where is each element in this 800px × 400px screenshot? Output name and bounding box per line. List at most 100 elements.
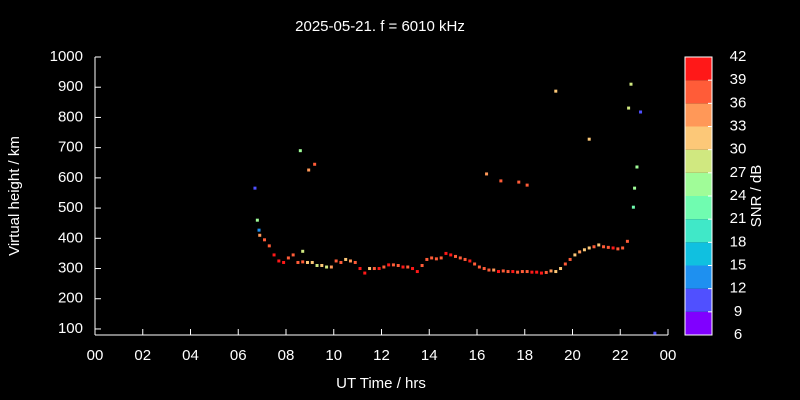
- y-tick-label: 800: [58, 108, 83, 125]
- point: [458, 256, 462, 260]
- y-tick-label: 100: [58, 320, 83, 337]
- point: [307, 168, 311, 172]
- y-tick-label: 900: [58, 78, 83, 95]
- y-tick-label: 1000: [50, 48, 83, 65]
- colorbar-tick-label: 21: [730, 210, 747, 227]
- colorbar-tick-label: 9: [734, 303, 742, 320]
- point: [563, 262, 567, 266]
- point: [329, 265, 333, 269]
- point: [255, 218, 259, 222]
- point: [313, 162, 317, 166]
- point: [611, 246, 615, 250]
- y-tick-label: 300: [58, 259, 83, 276]
- point: [535, 270, 539, 274]
- x-tick-label: 10: [325, 347, 342, 364]
- point: [301, 260, 305, 264]
- point: [334, 259, 338, 263]
- colorbar-tick-label: 24: [730, 187, 747, 204]
- colorbar-band: [685, 172, 712, 196]
- y-tick-label: 700: [58, 139, 83, 156]
- point: [477, 265, 481, 269]
- point: [372, 267, 376, 271]
- point: [487, 268, 491, 272]
- y-tick-label: 500: [58, 199, 83, 216]
- point: [468, 259, 472, 263]
- y-tick-label: 200: [58, 290, 83, 307]
- colorbar-tick-label: 12: [730, 280, 747, 297]
- point: [653, 331, 657, 335]
- point: [267, 244, 271, 248]
- point: [635, 165, 639, 169]
- x-tick-label: 12: [373, 347, 390, 364]
- point: [485, 172, 489, 176]
- point: [263, 238, 267, 242]
- point: [344, 257, 348, 261]
- point: [415, 270, 419, 274]
- point: [272, 253, 276, 257]
- point: [353, 260, 357, 264]
- point: [597, 243, 601, 247]
- point: [257, 228, 261, 232]
- colorbar-tick-label: 42: [730, 48, 747, 65]
- point: [582, 248, 586, 252]
- point: [320, 264, 324, 267]
- point: [544, 270, 548, 274]
- point: [499, 179, 503, 183]
- colorbar-tick-label: 27: [730, 164, 747, 181]
- x-tick-label: 02: [134, 347, 151, 364]
- point: [506, 270, 510, 274]
- point: [298, 149, 302, 153]
- x-tick-label: 14: [421, 347, 438, 364]
- point: [296, 260, 300, 264]
- x-tick-label: 16: [469, 347, 486, 364]
- point: [549, 269, 553, 273]
- colorbar-band: [685, 219, 712, 243]
- colorbar-tick-label: 18: [730, 233, 747, 250]
- colorbar-tick-label: 6: [734, 326, 742, 343]
- point: [286, 256, 290, 260]
- point: [444, 251, 448, 255]
- point: [253, 186, 257, 190]
- point: [492, 268, 496, 272]
- point: [387, 263, 391, 267]
- point: [277, 259, 281, 263]
- point: [339, 260, 343, 264]
- point: [425, 257, 429, 261]
- point: [411, 267, 415, 271]
- point: [401, 265, 405, 269]
- point: [305, 260, 309, 264]
- colorbar-band: [685, 149, 712, 173]
- colorbar-band: [685, 196, 712, 220]
- point: [629, 82, 633, 86]
- point: [439, 256, 443, 260]
- point: [554, 89, 558, 93]
- point: [454, 254, 458, 258]
- colorbar-tick-label: 15: [730, 256, 747, 273]
- point: [516, 270, 520, 274]
- colorbar-label: SNR / dB: [748, 165, 765, 228]
- x-axis-label: UT Time / hrs: [336, 375, 426, 392]
- point: [587, 246, 591, 250]
- x-tick-label: 22: [612, 347, 629, 364]
- point: [616, 247, 620, 251]
- x-tick-label: 00: [87, 347, 104, 364]
- point: [282, 260, 286, 264]
- point: [473, 262, 477, 266]
- point: [592, 245, 596, 249]
- x-tick-label: 04: [182, 347, 199, 364]
- point: [554, 270, 558, 274]
- point: [627, 106, 631, 110]
- point: [501, 269, 505, 273]
- colorbar-band: [685, 103, 712, 127]
- point: [291, 253, 295, 257]
- point: [520, 270, 524, 274]
- colorbar-band: [685, 288, 712, 312]
- point: [391, 263, 395, 267]
- point: [517, 180, 521, 184]
- point: [382, 265, 386, 269]
- x-tick-label: 18: [516, 347, 533, 364]
- point: [430, 256, 434, 260]
- y-tick-label: 600: [58, 169, 83, 186]
- x-tick-label: 00: [660, 347, 677, 364]
- point: [539, 271, 543, 275]
